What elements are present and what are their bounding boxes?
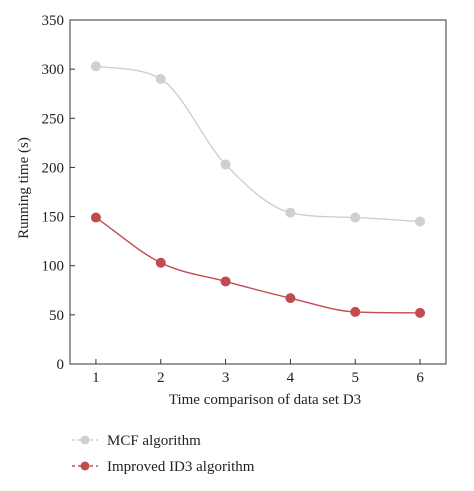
series-line	[95, 216, 421, 314]
x-tick-label: 1	[92, 370, 100, 386]
data-point	[155, 73, 166, 84]
legend-marker	[80, 461, 90, 471]
x-tick-label: 3	[222, 370, 230, 386]
legend-item: MCF algorithm	[72, 433, 201, 449]
data-point	[90, 61, 101, 72]
data-point	[220, 276, 231, 287]
x-tick-label: 2	[157, 370, 165, 386]
series-line	[95, 65, 421, 223]
data-point	[350, 306, 361, 317]
y-tick-label: 250	[42, 111, 65, 127]
y-tick-label: 350	[42, 13, 65, 29]
y-tick-label: 300	[42, 62, 65, 78]
data-point	[285, 293, 296, 304]
x-tick-label: 4	[287, 370, 295, 386]
x-axis-title: Time comparison of data set D3	[169, 392, 361, 408]
y-tick-label: 50	[49, 308, 64, 324]
x-axis: 1 2 3 4 5 6	[92, 359, 424, 386]
legend-label: MCF algorithm	[107, 433, 201, 449]
x-tick-label: 5	[351, 370, 359, 386]
y-tick-label: 0	[57, 357, 65, 373]
x-tick-label: 6	[416, 370, 424, 386]
series-2	[90, 212, 426, 318]
data-point	[285, 207, 296, 218]
data-point	[415, 216, 426, 227]
data-point	[350, 212, 361, 223]
y-axis: 0 50 100 150 200 250 300 350	[42, 13, 75, 373]
data-point	[220, 159, 231, 170]
y-axis-title: Running time (s)	[16, 137, 32, 239]
y-tick-label: 100	[42, 259, 65, 275]
plot-border	[69, 19, 447, 365]
legend-marker	[80, 435, 90, 445]
y-tick-label: 200	[42, 160, 65, 176]
data-point	[155, 257, 166, 268]
y-tick-label: 150	[42, 210, 65, 226]
plot-area	[69, 19, 447, 365]
legend: MCF algorithm Improved ID3 algorithm	[72, 433, 255, 475]
data-point	[415, 307, 426, 318]
data-point	[90, 212, 101, 223]
legend-item: Improved ID3 algorithm	[72, 459, 255, 475]
series-layer	[90, 61, 426, 318]
legend-label: Improved ID3 algorithm	[107, 459, 255, 475]
series-1	[90, 61, 426, 227]
